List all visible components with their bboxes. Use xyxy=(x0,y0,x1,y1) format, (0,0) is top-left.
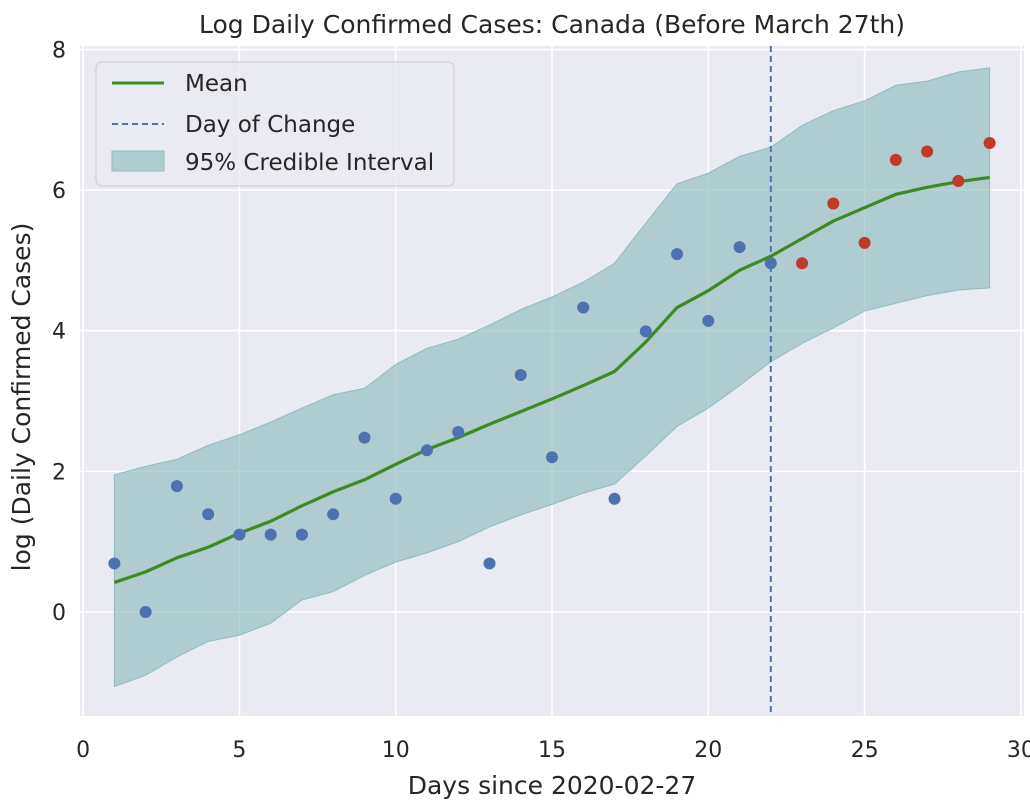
x-tick-labels: 0 5 10 15 20 25 30 xyxy=(76,738,1030,763)
point-before-change xyxy=(108,557,121,570)
point-after-change xyxy=(858,236,871,249)
legend-interval-swatch xyxy=(111,150,165,172)
y-tick-label: 0 xyxy=(52,601,66,626)
point-before-change xyxy=(295,528,308,541)
point-before-change xyxy=(671,248,684,261)
point-before-change xyxy=(733,241,746,254)
y-tick-label: 6 xyxy=(52,179,66,204)
legend-box xyxy=(95,61,455,187)
point-before-change xyxy=(358,431,371,444)
x-tick-label: 0 xyxy=(76,738,90,763)
point-after-change xyxy=(889,153,902,166)
point-after-change xyxy=(921,145,934,158)
y-tick-label: 2 xyxy=(52,460,66,485)
x-tick-label: 15 xyxy=(538,738,566,763)
point-before-change xyxy=(170,480,183,493)
point-before-change xyxy=(452,425,465,438)
point-after-change xyxy=(952,174,965,187)
point-after-change xyxy=(827,197,840,210)
mean-line xyxy=(113,175,990,584)
credible-interval xyxy=(113,67,991,688)
y-tick-label: 8 xyxy=(52,39,66,64)
legend-mean-label: Mean xyxy=(185,71,248,97)
x-tick-label: 25 xyxy=(851,738,879,763)
y-tick-label: 4 xyxy=(52,320,66,345)
point-before-change xyxy=(702,314,715,327)
credible-interval-band xyxy=(113,67,991,688)
point-after-change xyxy=(796,257,809,270)
y-tick-labels: 0 2 4 6 8 xyxy=(52,39,66,626)
x-axis-label: Days since 2020-02-27 xyxy=(408,771,697,800)
x-tick-label: 10 xyxy=(382,738,410,763)
point-before-change xyxy=(764,257,777,270)
observed-points xyxy=(108,137,996,618)
point-before-change xyxy=(608,492,621,505)
chart-title: Log Daily Confirmed Cases: Canada (Befor… xyxy=(199,10,905,39)
point-before-change xyxy=(139,605,152,618)
point-before-change xyxy=(577,301,590,314)
point-before-change xyxy=(389,492,402,505)
point-before-change xyxy=(233,528,246,541)
x-tick-label: 30 xyxy=(1007,738,1030,763)
x-tick-label: 20 xyxy=(694,738,722,763)
point-before-change xyxy=(483,557,496,570)
mean-series xyxy=(113,175,990,584)
point-before-change xyxy=(420,444,433,457)
point-before-change xyxy=(327,508,340,521)
point-before-change xyxy=(514,369,527,382)
point-before-change xyxy=(639,325,652,338)
legend-interval-label: 95% Credible Interval xyxy=(185,150,434,176)
x-tick-label: 5 xyxy=(232,738,246,763)
point-before-change xyxy=(202,508,215,521)
legend-change-label: Day of Change xyxy=(185,112,355,138)
point-before-change xyxy=(546,451,558,464)
point-before-change xyxy=(264,528,277,541)
y-axis-label: log (Daily Confirmed Cases) xyxy=(7,223,36,572)
legend: Mean Day of Change 95% Credible Interval xyxy=(95,61,455,187)
point-after-change xyxy=(983,137,996,150)
